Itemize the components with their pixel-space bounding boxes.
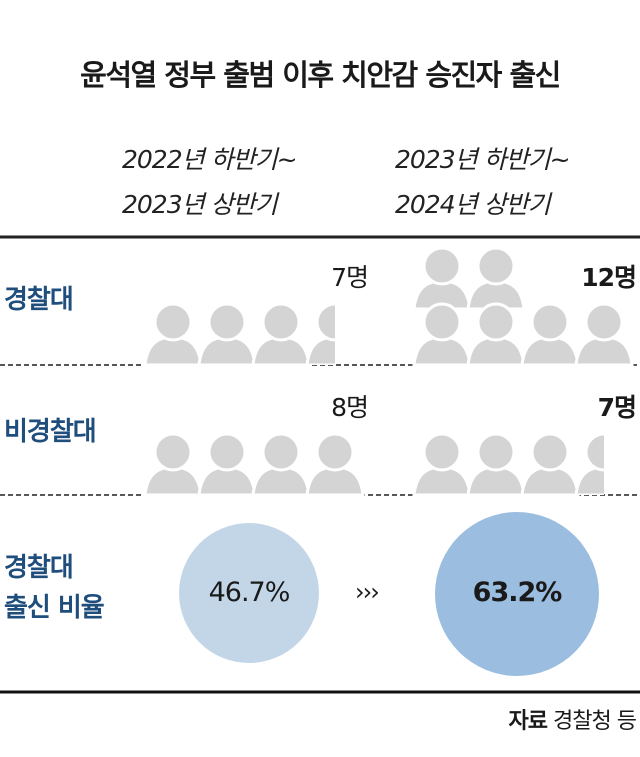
period-line1: 2023년 하반기~ (395, 145, 571, 174)
person-icon (305, 302, 335, 365)
ratio-circle-after (435, 512, 599, 676)
person-icon (251, 432, 311, 497)
period-line2: 2023년 상반기 (122, 190, 278, 219)
person-icon (520, 432, 580, 497)
chart-title: 윤석열 정부 출범 이후 치안감 승진자 출신 (80, 58, 561, 92)
person-icon (197, 432, 257, 497)
person-icon (574, 432, 604, 495)
person-icon (412, 246, 472, 311)
person-icon (520, 302, 580, 367)
period-line2: 2024년 상반기 (395, 190, 551, 219)
count-nonpolice-after: 7명 (597, 393, 637, 422)
period-label-after: 2023년 하반기~ 2024년 상반기 (395, 137, 571, 227)
count-nonpolice-before: 8명 (331, 393, 369, 422)
person-icon (305, 432, 365, 497)
period-label-before: 2022년 하반기~ 2023년 상반기 (122, 137, 298, 227)
ratio-label-line2: 출신 비율 (4, 593, 105, 623)
person-icon (574, 302, 634, 367)
source-label: 자료 (508, 709, 548, 734)
arrow-icon: ››› (355, 578, 380, 606)
person-icon (412, 302, 472, 367)
person-icon (143, 302, 203, 367)
ratio-value-before: 46.7% (208, 577, 291, 608)
row-label-police-univ: 경찰대 (4, 285, 74, 315)
count-police-after: 12명 (581, 263, 637, 292)
person-icon (466, 302, 526, 367)
row-label-non-police-univ: 비경찰대 (4, 417, 97, 447)
ratio-value-after: 63.2% (472, 577, 563, 608)
source-text: 경찰청 등 (553, 709, 637, 734)
ratio-circle-before (179, 523, 319, 663)
person-icon (251, 302, 311, 367)
ratio-label-line1: 경찰대 (4, 553, 74, 583)
count-police-before: 7명 (331, 263, 369, 292)
person-icon (143, 432, 203, 497)
period-line1: 2022년 하반기~ (122, 145, 298, 174)
person-icon (466, 246, 526, 311)
person-icon (466, 432, 526, 497)
ratio-label: 경찰대 출신 비율 (4, 548, 105, 628)
source-note: 자료 경찰청 등 (508, 703, 637, 735)
person-icon (197, 302, 257, 367)
person-icon (412, 432, 472, 497)
